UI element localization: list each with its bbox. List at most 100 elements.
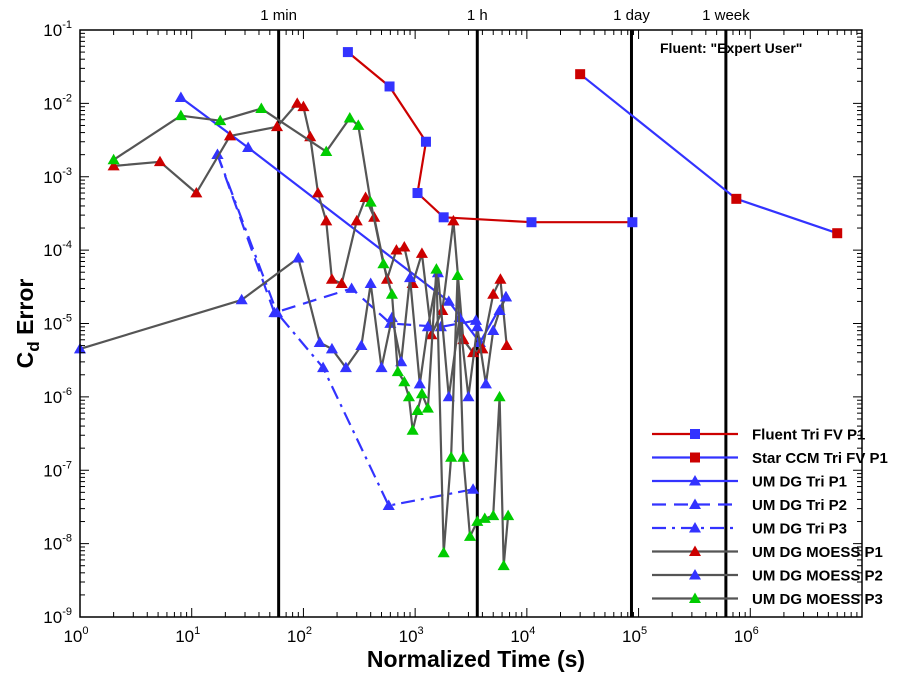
data-point <box>494 273 507 284</box>
y-axis-title: Cd Error <box>12 279 43 369</box>
series-line <box>112 107 510 567</box>
data-point <box>242 141 255 152</box>
data-point <box>499 290 513 302</box>
data-point <box>420 136 431 147</box>
data-point <box>731 193 742 204</box>
data-point <box>174 109 187 121</box>
data-point <box>487 509 500 521</box>
data-point <box>297 100 310 112</box>
data-point <box>255 102 268 113</box>
series-layer <box>73 47 843 571</box>
y-tick-label: 10-7 <box>43 459 72 480</box>
axis-ticks <box>79 30 862 618</box>
data-point <box>398 241 411 252</box>
data-point <box>345 282 358 293</box>
data-point <box>463 530 477 541</box>
data-point <box>352 119 365 130</box>
series-um-dg-moess-p1 <box>107 97 513 358</box>
legend-marker <box>689 522 701 533</box>
data-point <box>311 186 325 198</box>
data-point <box>339 361 352 373</box>
data-point <box>223 129 237 141</box>
data-point <box>575 69 586 80</box>
data-point <box>471 320 484 332</box>
time-marker-label: 1 week <box>702 7 750 24</box>
x-tick-label: 103 <box>399 625 424 646</box>
data-point <box>457 451 470 462</box>
y-tick-label: 10-5 <box>43 313 72 334</box>
data-point <box>391 365 404 377</box>
data-point <box>342 47 353 58</box>
data-point <box>190 186 203 198</box>
series-line <box>216 154 477 328</box>
data-point <box>385 311 399 323</box>
x-tick-label: 106 <box>734 625 759 646</box>
legend-item: UM DG Tri P3 <box>652 521 847 538</box>
data-point <box>469 314 482 325</box>
data-point <box>355 339 368 350</box>
legend-item: UM DG MOESS P3 <box>652 591 883 608</box>
x-tick-label: 100 <box>63 625 88 646</box>
data-point <box>375 361 388 373</box>
legend-item: Star CCM Tri FV P1 <box>652 450 888 467</box>
x-axis-title: Normalized Time (s) <box>367 646 585 672</box>
data-point <box>436 304 449 315</box>
y-axis-title-main: C <box>12 352 38 369</box>
x-tick-label: 105 <box>622 625 647 646</box>
legend-label: UM DG Tri P3 <box>752 521 847 538</box>
time-marker-label: 1 min <box>260 7 297 24</box>
x-tick-label: 104 <box>510 625 535 646</box>
data-point <box>292 251 305 263</box>
data-point <box>382 499 395 510</box>
data-point <box>421 320 434 332</box>
data-point <box>502 509 515 521</box>
data-point <box>442 295 455 306</box>
data-point <box>235 293 248 305</box>
data-point <box>270 306 284 318</box>
data-point <box>493 390 506 402</box>
data-point <box>479 377 492 389</box>
data-point <box>320 145 333 157</box>
data-point <box>421 402 434 413</box>
data-point <box>402 390 415 402</box>
x-tick-label: 102 <box>287 625 312 646</box>
data-point <box>291 97 304 108</box>
y-tick-label: 10-9 <box>43 606 72 627</box>
data-point <box>526 217 537 228</box>
data-point <box>832 228 843 239</box>
data-point <box>415 247 428 258</box>
series-line <box>79 256 507 398</box>
data-point <box>174 91 187 102</box>
data-point <box>335 277 348 288</box>
legend: Fluent Tri FV P1 Star CCM Tri FV P1 UM DG … <box>652 427 888 608</box>
data-point <box>478 512 491 523</box>
data-point <box>438 212 449 223</box>
legend-item: UM DG MOESS P1 <box>652 544 883 561</box>
legend-label: UM DG Tri P2 <box>752 497 847 514</box>
data-point <box>447 214 460 226</box>
series-line <box>579 73 838 235</box>
data-point <box>403 271 417 283</box>
time-marker-label: 1 h <box>467 7 488 24</box>
legend-label: UM DG Tri P1 <box>752 474 847 491</box>
data-point <box>364 196 377 207</box>
legend-item: Fluent Tri FV P1 <box>652 427 865 444</box>
data-point <box>390 244 403 255</box>
data-point <box>462 390 475 402</box>
series-um-dg-tri-p3 <box>211 148 480 510</box>
data-point <box>500 339 513 350</box>
legend-label: Fluent Tri FV P1 <box>752 427 865 444</box>
data-point <box>493 304 506 315</box>
data-point <box>359 191 372 202</box>
data-point <box>451 269 464 280</box>
data-point <box>442 390 455 402</box>
data-point <box>487 324 500 336</box>
data-point <box>412 188 423 199</box>
data-point <box>385 288 399 299</box>
legend-marker <box>689 545 701 556</box>
data-point <box>627 217 638 228</box>
data-point <box>325 342 338 354</box>
data-point <box>437 546 450 558</box>
data-point <box>107 159 120 171</box>
legend-marker <box>689 475 701 486</box>
